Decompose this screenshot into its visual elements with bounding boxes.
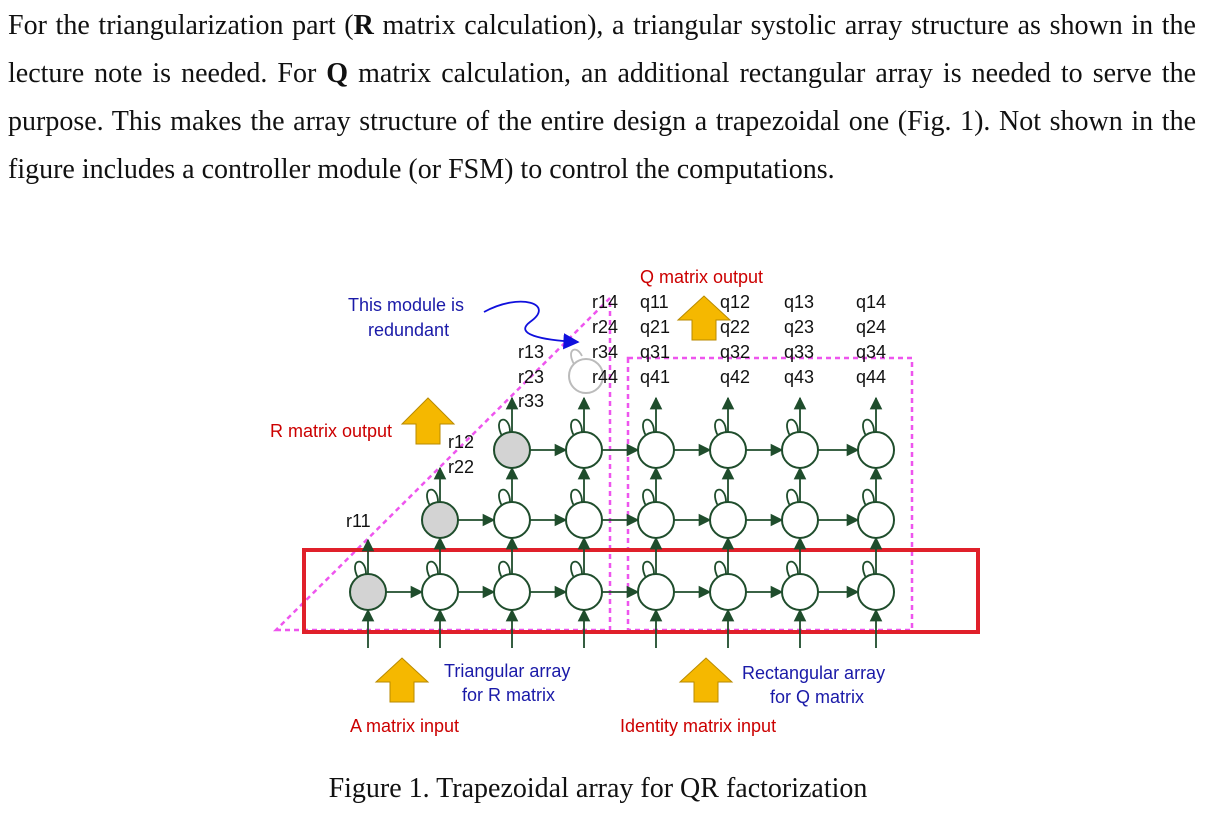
internal-cell bbox=[493, 501, 531, 539]
paragraph-bold-r: R bbox=[353, 10, 374, 41]
q32-label: q32 bbox=[720, 342, 750, 362]
internal-cell bbox=[421, 573, 459, 611]
feedback-loop bbox=[498, 488, 511, 507]
q12-label: q12 bbox=[720, 292, 750, 312]
boundary-cell bbox=[349, 573, 387, 611]
q41-label: q41 bbox=[640, 367, 670, 387]
q42-label: q42 bbox=[720, 367, 750, 387]
r12-label: r12 bbox=[448, 432, 474, 452]
redundant-node-loop bbox=[570, 348, 583, 365]
rectangular-label-line2: for Q matrix bbox=[770, 687, 864, 707]
feedback-loop bbox=[862, 488, 875, 507]
feedback-loop bbox=[570, 488, 583, 507]
r-output-arrow bbox=[400, 397, 456, 445]
internal-cell bbox=[565, 573, 603, 611]
boundary-cell bbox=[493, 431, 531, 469]
feedback-loop bbox=[642, 488, 655, 507]
r44-label: r44 bbox=[592, 367, 618, 387]
internal-cell bbox=[637, 431, 675, 469]
q11-label: q11 bbox=[640, 292, 669, 312]
feedback-loop bbox=[862, 560, 875, 579]
triangular-label-line1: Triangular array bbox=[444, 661, 570, 681]
q44-label: q44 bbox=[856, 367, 886, 387]
rectangle-outline bbox=[626, 356, 914, 632]
r11-label: r11 bbox=[346, 511, 371, 531]
internal-cell bbox=[637, 501, 675, 539]
r-output-label: R matrix output bbox=[270, 421, 392, 441]
r24-label: r24 bbox=[592, 317, 618, 337]
q23-label: q23 bbox=[784, 317, 814, 337]
feedback-loop bbox=[786, 418, 799, 437]
r22-label: r22 bbox=[448, 457, 474, 477]
feedback-loop bbox=[354, 560, 367, 579]
redundant-node bbox=[568, 358, 604, 394]
array-nodes bbox=[349, 418, 895, 611]
internal-cell bbox=[709, 573, 747, 611]
feedback-loop bbox=[714, 560, 727, 579]
boundary-cell bbox=[421, 501, 459, 539]
highlight-box bbox=[302, 548, 980, 634]
rectangular-label-line1: Rectangular array bbox=[742, 663, 885, 683]
paragraph-bold-q: Q bbox=[326, 58, 349, 89]
feedback-loop bbox=[862, 418, 875, 437]
internal-cell bbox=[857, 501, 895, 539]
internal-cell bbox=[565, 501, 603, 539]
feedback-loop bbox=[498, 560, 511, 579]
a-input-arrow bbox=[374, 657, 430, 703]
redundant-label-line1: This module is bbox=[348, 295, 464, 315]
q24-label: q24 bbox=[856, 317, 886, 337]
feedback-loop bbox=[498, 418, 511, 437]
identity-input-label: Identity matrix input bbox=[620, 716, 776, 736]
feedback-loop bbox=[786, 488, 799, 507]
feedback-loop bbox=[714, 418, 727, 437]
internal-cell bbox=[709, 431, 747, 469]
figure-caption: Figure 1. Trapezoidal array for QR facto… bbox=[328, 773, 868, 804]
internal-cell bbox=[857, 431, 895, 469]
feedback-loop bbox=[426, 560, 439, 579]
paragraph-text-1: For the triangularization part ( bbox=[8, 10, 354, 41]
q21-label: q21 bbox=[640, 317, 670, 337]
identity-input-arrow bbox=[678, 657, 734, 703]
feedback-loop bbox=[786, 560, 799, 579]
internal-cell bbox=[781, 501, 819, 539]
r33-label: r33 bbox=[518, 391, 544, 411]
q14-label: q14 bbox=[856, 292, 886, 312]
q43-label: q43 bbox=[784, 367, 814, 387]
internal-cell bbox=[565, 431, 603, 469]
internal-cell bbox=[709, 501, 747, 539]
body-paragraph: For the triangularization part (R matrix… bbox=[8, 2, 1196, 194]
r13-label: r13 bbox=[518, 342, 544, 362]
a-input-label: A matrix input bbox=[350, 716, 459, 736]
paragraph-text-2: matrix calculation), a triangular systol… bbox=[8, 10, 1196, 89]
internal-cell bbox=[781, 573, 819, 611]
array-edges bbox=[361, 396, 883, 648]
internal-cell bbox=[857, 573, 895, 611]
q33-label: q33 bbox=[784, 342, 814, 362]
feedback-loop bbox=[570, 418, 583, 437]
q34-label: q34 bbox=[856, 342, 886, 362]
feedback-loop bbox=[642, 418, 655, 437]
r23-label: r23 bbox=[518, 367, 544, 387]
r14-label: r14 bbox=[592, 292, 618, 312]
internal-cell bbox=[637, 573, 675, 611]
feedback-loop bbox=[570, 560, 583, 579]
paragraph-text-3: matrix calculation, an additional rectan… bbox=[8, 58, 1196, 185]
internal-cell bbox=[493, 573, 531, 611]
yellow-arrows bbox=[374, 295, 734, 703]
q-output-arrow bbox=[676, 295, 732, 341]
q31-label: q31 bbox=[640, 342, 670, 362]
feedback-loop bbox=[426, 488, 439, 507]
q-output-label: Q matrix output bbox=[640, 267, 763, 287]
feedback-loop bbox=[642, 560, 655, 579]
feedback-loop bbox=[714, 488, 727, 507]
r34-label: r34 bbox=[592, 342, 618, 362]
internal-cell bbox=[781, 431, 819, 469]
redundant-label-line2: redundant bbox=[368, 320, 449, 340]
q22-label: q22 bbox=[720, 317, 750, 337]
triangular-label-line2: for R matrix bbox=[462, 685, 555, 705]
redundant-pointer-curve bbox=[483, 300, 580, 350]
q13-label: q13 bbox=[784, 292, 814, 312]
